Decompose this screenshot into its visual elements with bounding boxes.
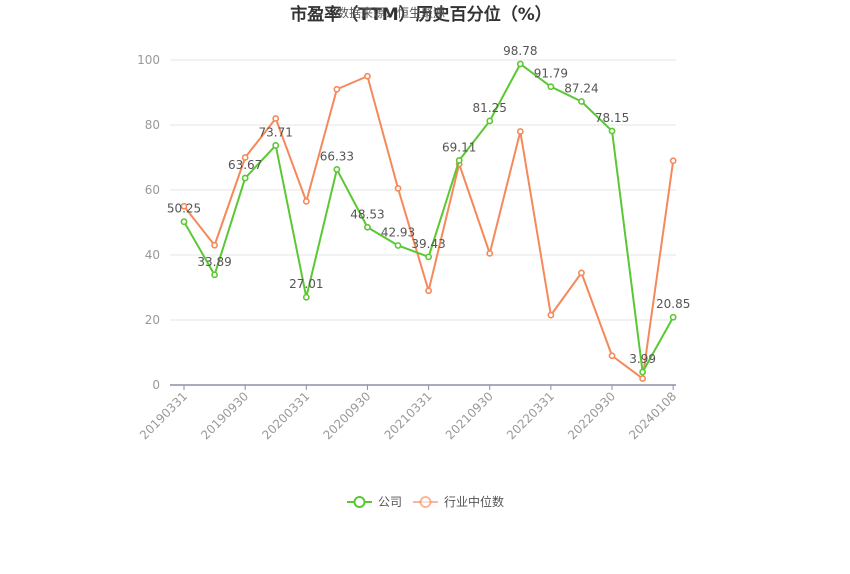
data-label: 50.25 <box>167 202 201 216</box>
y-tick-label: 80 <box>145 118 160 132</box>
legend-marker-icon <box>353 496 366 508</box>
data-point-industry-median <box>394 184 402 192</box>
data-point-company <box>211 271 218 279</box>
data-point-company <box>333 166 341 173</box>
y-axis: 0 20 40 60 80 100 <box>137 53 160 392</box>
data-label: 39.43 <box>411 237 445 251</box>
y-tick-label: 100 <box>137 53 160 67</box>
y-tick-label: 40 <box>145 248 160 262</box>
data-point-company <box>455 156 463 164</box>
data-label: 98.78 <box>503 44 537 58</box>
data-label: 87.24 <box>564 81 598 95</box>
data-point-industry-median <box>639 375 647 382</box>
legend-marker-icon <box>419 496 432 508</box>
data-point-company <box>272 142 280 149</box>
data-point-industry-median <box>211 241 218 249</box>
data-point-company <box>578 98 585 105</box>
data-point-company <box>364 223 371 231</box>
data-label: 63.67 <box>228 158 262 172</box>
data-point-industry-median <box>241 154 249 161</box>
data-point-industry-median <box>608 352 616 360</box>
data-point-company <box>486 117 494 125</box>
data-point-company <box>180 218 188 226</box>
data-point-company <box>302 293 310 301</box>
data-label: 42.93 <box>381 225 415 239</box>
data-source-watermark: 数据来源：恒生聚源 <box>337 5 445 20</box>
x-tick-label: 20200331 <box>259 389 312 442</box>
data-point-company <box>669 313 677 321</box>
data-point-company <box>639 368 647 376</box>
x-tick-label: 20190930 <box>198 389 251 442</box>
x-tick-label: 20220331 <box>504 389 557 442</box>
data-point-company <box>394 242 402 249</box>
data-label: 69.11 <box>442 140 476 154</box>
data-point-company <box>241 174 249 182</box>
gridlines <box>170 59 676 321</box>
x-tick-label: 20210331 <box>382 389 435 442</box>
data-label: 20.85 <box>656 297 690 311</box>
series-layer <box>180 60 677 382</box>
chart-title: 市盈率（TTM）历史百分位（%） <box>290 4 552 25</box>
data-point-company <box>608 127 616 135</box>
legend[interactable]: 公司 行业中位数 <box>347 494 504 509</box>
y-tick-label: 60 <box>145 183 160 197</box>
data-point-industry-median <box>272 115 280 122</box>
x-tick-label: 20200930 <box>320 389 373 442</box>
data-point-industry-median <box>578 269 585 277</box>
data-label: 78.15 <box>595 111 629 125</box>
data-labels: 50.25 33.89 63.67 73.71 27.01 66.33 48.53 42.93… <box>167 44 691 366</box>
legend-item-industry-median[interactable]: 行业中位数 <box>413 494 504 509</box>
x-tick-label: 20240108 <box>626 389 679 442</box>
data-point-industry-median <box>516 128 524 135</box>
x-tick-label: 20220930 <box>565 389 618 442</box>
data-point-industry-median <box>425 287 432 295</box>
data-point-industry-median <box>547 311 555 319</box>
data-label: 3.99 <box>629 352 656 366</box>
data-point-industry-median <box>669 157 677 165</box>
data-point-industry-median <box>486 249 494 257</box>
data-point-industry-median <box>333 85 341 93</box>
legend-item-company[interactable]: 公司 <box>347 495 402 509</box>
data-point-industry-median <box>364 72 371 80</box>
data-label: 66.33 <box>320 149 354 163</box>
data-point-company <box>547 83 555 91</box>
data-point-company <box>425 253 432 261</box>
y-tick-label: 20 <box>145 313 160 327</box>
data-label: 73.71 <box>259 125 293 139</box>
y-tick-label: 0 <box>152 378 160 392</box>
data-label: 81.25 <box>473 101 507 115</box>
data-label: 33.89 <box>197 255 231 269</box>
data-label: 27.01 <box>289 277 323 291</box>
data-point-industry-median <box>302 197 310 205</box>
data-point-company <box>516 60 524 68</box>
x-tick-label: 20210930 <box>443 389 496 442</box>
data-label: 48.53 <box>350 207 384 221</box>
data-point-industry-median <box>180 202 188 210</box>
x-tick-label: 20190331 <box>137 389 190 442</box>
x-axis: 20190331 20190930 20200331 20200930 20210331… <box>137 384 679 442</box>
data-label: 91.79 <box>534 67 568 81</box>
legend-label: 公司 <box>378 495 402 509</box>
legend-label: 行业中位数 <box>444 494 504 509</box>
